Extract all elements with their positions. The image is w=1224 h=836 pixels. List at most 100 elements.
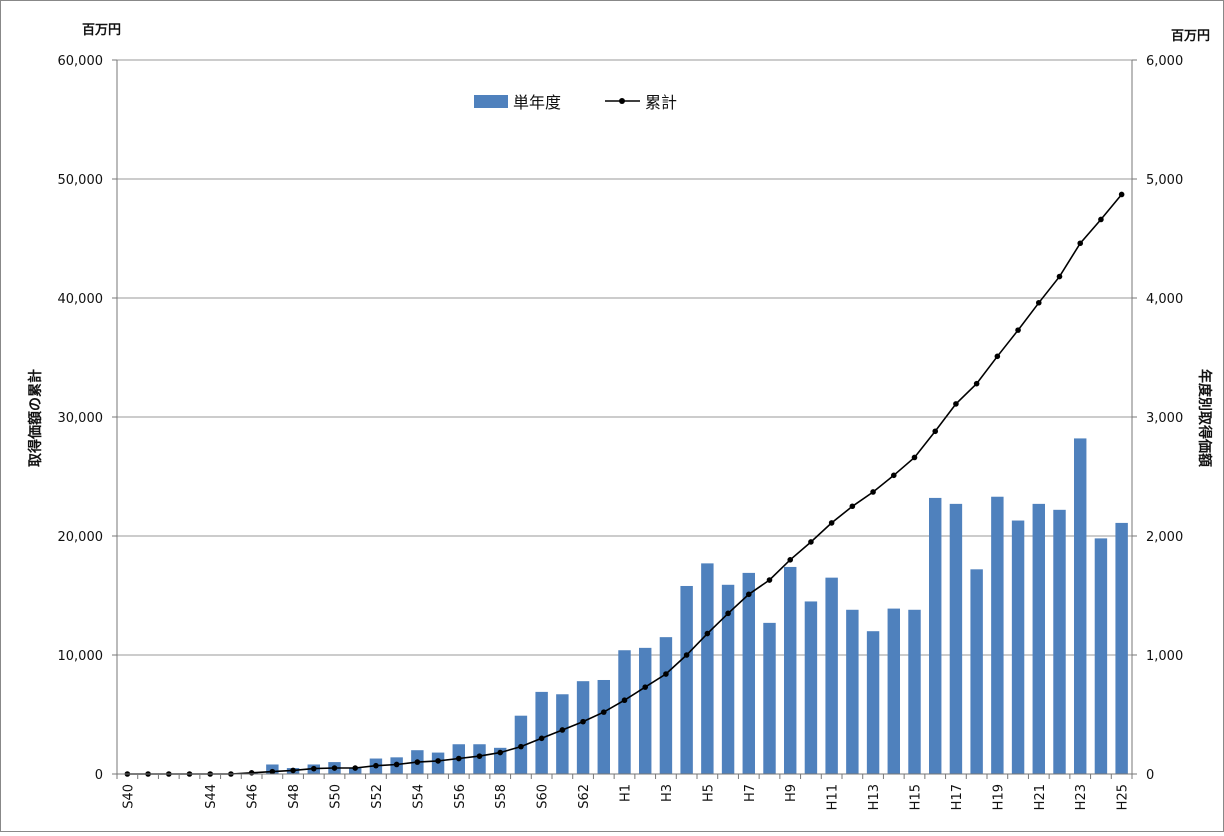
x-tick-label: H3 [660, 784, 675, 802]
x-tick-label: S56 [453, 784, 468, 809]
left-tick-label: 10,000 [58, 649, 104, 664]
legend-line-marker [619, 98, 625, 104]
right-tick-label: 1,000 [1146, 649, 1183, 664]
legend-bar-swatch [474, 95, 508, 108]
x-tick-label: H13 [867, 784, 882, 810]
legend: 単年度 累計 [474, 93, 677, 112]
left-axis-unit: 百万円 [82, 23, 121, 38]
left-tick-label: 60,000 [58, 54, 104, 69]
left-axis-title: 取得価額の累計 [27, 369, 44, 467]
point-H9 [787, 557, 794, 563]
right-axis-title: 年度別取得価額 [1196, 369, 1213, 467]
point-H4 [683, 652, 690, 658]
point-H11 [828, 520, 835, 526]
bar-H21 [1032, 503, 1045, 774]
bar-H20 [1011, 520, 1025, 774]
x-tick-label: S44 [204, 784, 219, 809]
point-H20 [1015, 327, 1021, 333]
legend-line-label: 累計 [645, 93, 677, 112]
point-S49 [310, 765, 317, 772]
bar-H9 [784, 566, 797, 774]
bar-H5 [701, 563, 714, 774]
point-H15 [911, 454, 918, 461]
right-tick-label: 6,000 [1146, 54, 1183, 69]
bar-H25 [1115, 522, 1128, 774]
point-H1 [621, 697, 628, 704]
x-tick-label: H5 [701, 784, 716, 802]
point-S57 [476, 753, 483, 759]
x-tick-label: S40 [121, 784, 136, 809]
x-tick-label: H15 [909, 784, 924, 810]
bar-H17 [949, 503, 963, 774]
point-H25 [1118, 191, 1125, 198]
point-S62 [580, 718, 586, 725]
point-S60 [538, 735, 545, 742]
bar-H19 [991, 496, 1004, 774]
x-tick-label: H7 [743, 784, 758, 802]
left-tick-label: 40,000 [58, 292, 104, 307]
x-tick-label: H19 [991, 784, 1006, 810]
point-S59 [518, 743, 524, 750]
bar-S63 [597, 679, 610, 774]
bar-H8 [763, 622, 776, 774]
point-H5 [704, 630, 711, 637]
x-tick-label: S62 [577, 784, 592, 809]
point-S54 [414, 759, 421, 765]
bar-S62 [576, 681, 590, 774]
x-tick-label: H17 [950, 784, 965, 810]
bar-S57 [473, 744, 486, 774]
point-H10 [808, 539, 814, 545]
legend-bar-label: 単年度 [513, 93, 561, 112]
point-S46 [248, 770, 255, 776]
bar-S61 [556, 694, 569, 774]
right-tick-label: 5,000 [1146, 173, 1183, 188]
point-H3 [663, 671, 669, 677]
point-H23 [1077, 240, 1084, 247]
point-H18 [973, 380, 980, 387]
point-H7 [745, 591, 752, 598]
x-tick-label: S52 [370, 784, 385, 809]
bar-S58 [494, 747, 507, 774]
gridlines [117, 59, 1132, 656]
bar-H12 [846, 609, 859, 774]
right-axis-unit: 百万円 [1171, 29, 1210, 44]
point-S55 [435, 758, 441, 764]
bar-H1 [618, 650, 631, 774]
point-H6 [725, 610, 731, 617]
point-S52 [373, 762, 379, 769]
bar-series [245, 438, 1128, 774]
bar-H15 [908, 609, 921, 774]
x-tick-label: S60 [536, 784, 551, 809]
x-tick-label: S48 [287, 784, 302, 809]
bar-H22 [1053, 509, 1066, 774]
bar-H7 [742, 572, 755, 774]
axes: 0 10,000 20,000 30,000 40,000 50,000 60,000 0 1,… [58, 54, 1184, 810]
point-H21 [1035, 299, 1042, 306]
bar-H3 [659, 637, 673, 774]
bar-H16 [929, 497, 942, 774]
x-tick-label: S58 [494, 784, 509, 809]
right-tick-label: 3,000 [1146, 411, 1183, 426]
point-S47 [269, 768, 276, 775]
bar-H13 [866, 631, 880, 774]
right-tick-label: 4,000 [1146, 292, 1183, 307]
bar-H10 [804, 601, 818, 774]
point-H17 [953, 401, 959, 407]
x-tick-label: H25 [1116, 784, 1131, 810]
left-tick-label: 20,000 [58, 530, 104, 545]
x-tick-label: H23 [1074, 784, 1089, 810]
bar-H18 [970, 569, 983, 774]
left-tick-label: 0 [95, 768, 103, 783]
point-H24 [1098, 216, 1104, 223]
point-S63 [600, 709, 607, 715]
bar-H11 [825, 577, 838, 774]
point-H22 [1056, 273, 1063, 280]
point-H16 [932, 428, 939, 435]
point-H12 [849, 503, 856, 510]
bar-H2 [639, 647, 652, 774]
bar-H6 [721, 584, 735, 774]
right-tick-label: 0 [1146, 768, 1154, 783]
left-tick-label: 50,000 [58, 173, 104, 188]
x-tick-label: H21 [1033, 784, 1048, 810]
